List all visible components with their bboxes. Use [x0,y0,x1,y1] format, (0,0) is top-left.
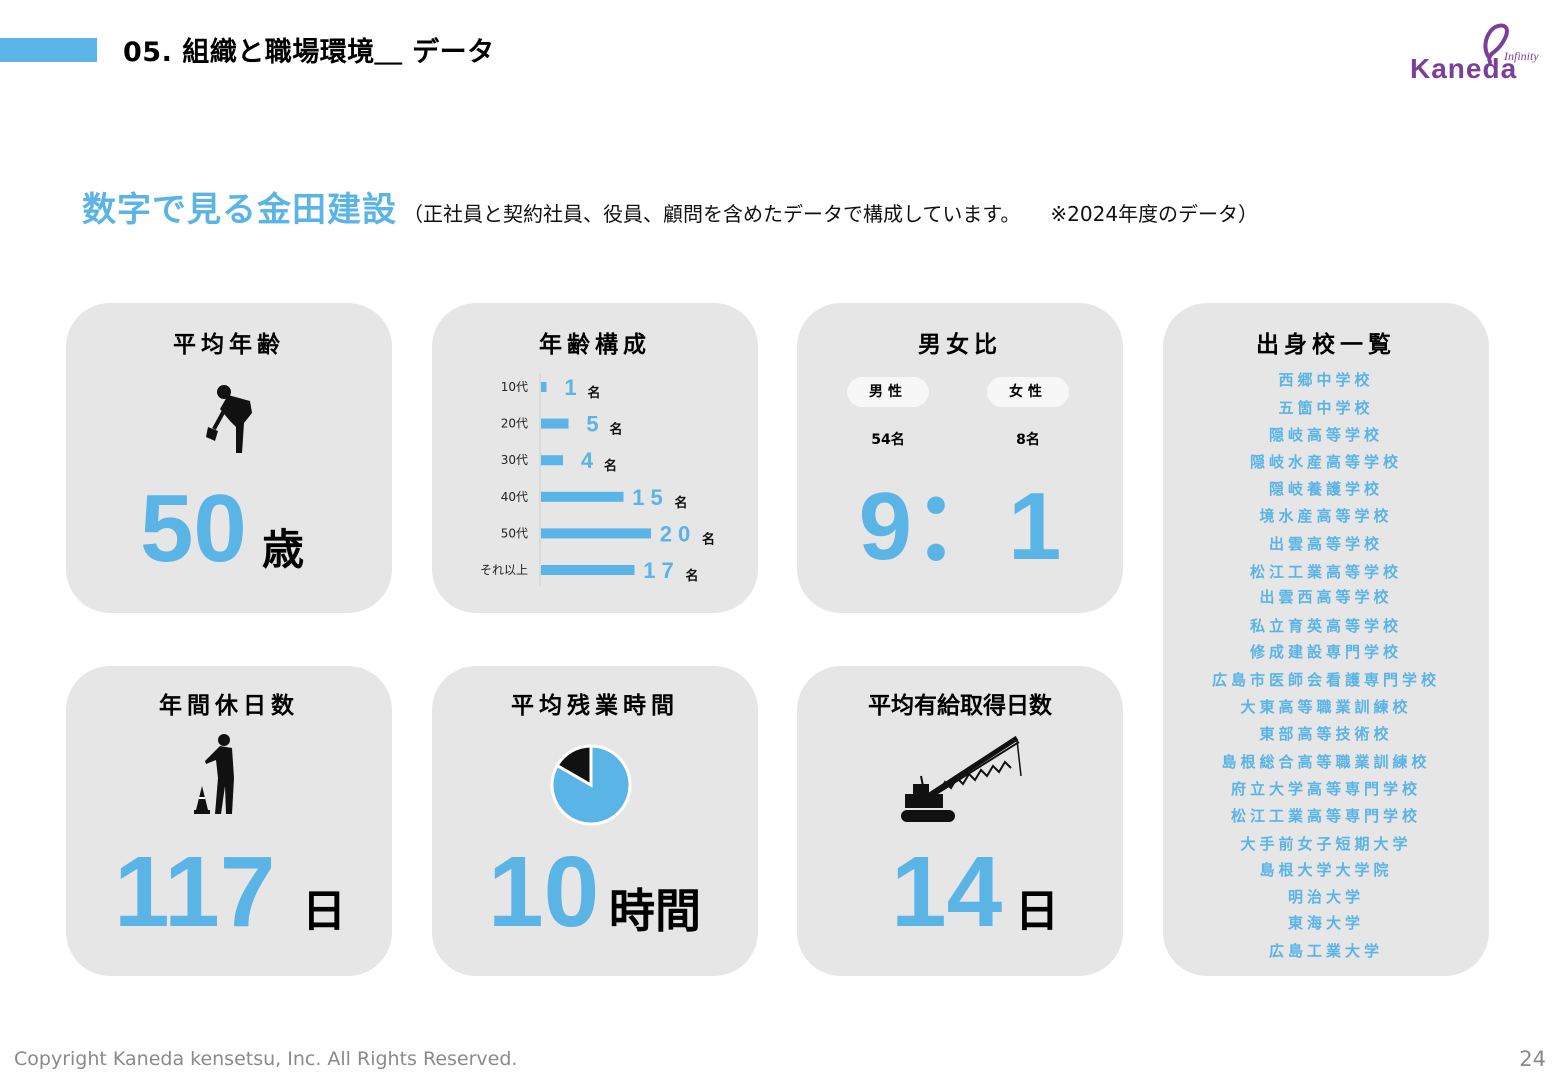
card-average-age: 平均年齢 50 歳 [66,303,392,613]
school-item: 五箇中学校 [1278,399,1374,417]
age-category-label: 30代 [501,453,528,467]
school-item: 広島市医師会看護専門学校 [1211,671,1440,689]
card-annual-holidays: 年間休日数 117 日 [66,666,392,976]
card-average-overtime: 平均残業時間 10 時間 [432,666,758,976]
female-count: 8名 [1016,432,1040,448]
footer-copyright: Copyright Kaneda kensetsu, Inc. All Righ… [14,1048,518,1070]
age-bar [541,528,651,539]
card-title: 年間休日数 [159,693,299,719]
age-bar [541,382,547,392]
age-value-label: 17 [643,558,679,583]
paid-leave-value: 14 [891,836,1003,948]
header-accent-bar [0,38,97,62]
age-category-label: 10代 [501,380,528,394]
annual-holidays-unit: 日 [302,886,346,937]
age-value-unit: 名 [686,568,699,584]
average-overtime-value: 10 [488,836,600,948]
school-item: 明治大学 [1287,888,1364,906]
age-bar [541,455,563,466]
headline-year-note: ※2024年度のデータ） [1050,202,1259,226]
school-item: 隠岐水産高等学校 [1249,453,1402,471]
card-paid-leave: 平均有給取得日数 14 日 [797,666,1123,976]
age-value-unit: 名 [588,385,601,401]
card-title: 平均有給取得日数 [868,693,1052,719]
age-category-label: 20代 [501,417,528,431]
crane-icon [901,736,1022,822]
card-age-composition: 年齢構成 10代 1 名 20代 5 名 30代 4 名 40代 15 名 50代 20 名それ以上 17 名 [432,303,758,613]
male-count: 54名 [871,432,905,448]
school-item: 広島工業大学 [1268,942,1383,960]
average-overtime-unit: 時間 [609,884,701,938]
age-category-label: 40代 [501,490,528,504]
age-value-label: 5 [586,412,604,437]
headline-title: 数字で見る金田建設 [82,190,397,230]
school-item: 島根大学大学院 [1259,861,1393,879]
card-gender-ratio: 男女比 男性 女性 54名 8名 9：1 [797,303,1123,613]
logo-script: Infinity [1503,49,1539,63]
age-value-unit: 名 [702,531,715,547]
headline: 数字で見る金田建設 （正社員と契約社員、役員、顧問を含めたデータで構成しています。… [82,182,1258,231]
age-value-unit: 名 [610,422,623,438]
school-item: 府立大学高等専門学校 [1230,780,1421,798]
school-item: 出雲西高等学校 [1259,588,1393,606]
page-title: 05. 組織と職場環境＿ データ [123,37,495,68]
age-category-label: 50代 [501,526,528,540]
card-title: 平均残業時間 [511,693,679,719]
overtime-pie-chart [550,744,632,826]
age-value-label: 15 [632,485,668,510]
paid-leave-unit: 日 [1015,886,1059,937]
school-item: 東部高等技術校 [1259,725,1393,743]
gender-ratio-value: 9：1 [858,473,1062,580]
school-item: 隠岐高等学校 [1268,426,1383,444]
age-bar [541,491,624,502]
card-title: 出身校一覧 [1256,332,1396,358]
age-value-label: 4 [581,448,599,473]
worker-cone-icon [194,734,234,814]
male-label: 男性 [847,377,929,407]
kaneda-logo: Infinity Kaneda [1400,18,1540,88]
average-age-value: 50 [140,475,247,582]
school-item: 私立育英高等学校 [1249,617,1402,635]
school-item: 隠岐養護学校 [1268,480,1383,498]
school-item: 大手前女子短期大学 [1240,835,1412,853]
annual-holidays-value: 117 [114,836,276,948]
school-item: 出雲高等学校 [1268,535,1383,553]
female-label: 女性 [987,377,1069,407]
school-item: 境水産高等学校 [1259,507,1393,525]
age-value-label: 1 [564,375,582,400]
card-title: 年齢構成 [539,332,651,358]
age-value-label: 20 [660,521,696,546]
school-item: 松江工業高等専門学校 [1230,807,1421,825]
school-item: 松江工業高等学校 [1249,563,1402,581]
age-value-unit: 名 [675,495,688,511]
logo-word: Kaneda [1410,53,1517,84]
age-bar [541,565,635,575]
card-title: 平均年齢 [173,332,285,358]
school-item: 島根総合高等職業訓練校 [1221,753,1431,771]
card-title: 男女比 [918,332,1002,358]
pie-slice [555,744,593,788]
page-number: 24 [1519,1047,1546,1071]
worker-shovel-icon [206,385,252,453]
headline-note: （正社員と契約社員、役員、顧問を含めたデータで構成しています。 [403,202,1021,226]
age-value-unit: 名 [604,458,617,474]
age-bar [541,418,569,429]
school-item: 西郷中学校 [1278,371,1374,389]
school-item: 東海大学 [1287,914,1364,932]
school-item: 大東高等職業訓練校 [1240,698,1412,716]
card-schools-list: 出身校一覧 西郷中学校五箇中学校隠岐高等学校隠岐水産高等学校 隠岐養護学校 境水産高… [1163,303,1489,976]
school-item: 修成建設専門学校 [1249,643,1402,661]
age-category-label: それ以上 [480,563,528,577]
average-age-unit: 歳 [262,525,305,574]
